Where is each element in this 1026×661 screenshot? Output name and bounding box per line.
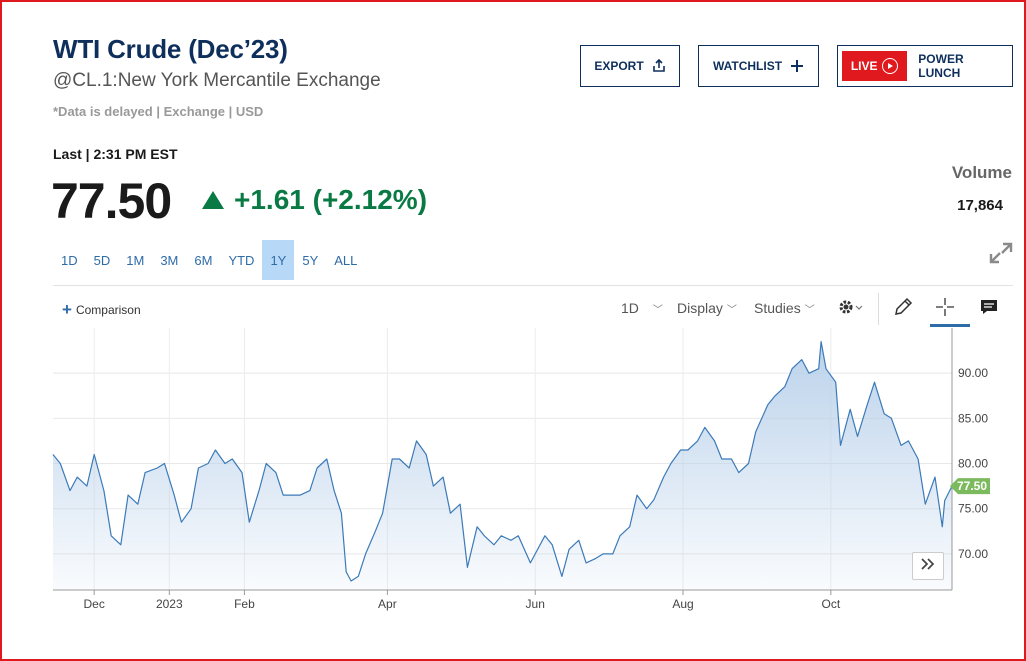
chevron-down-icon: ﹀ [726, 304, 737, 316]
export-label: EXPORT [594, 59, 644, 73]
toolbar-divider [53, 285, 1013, 286]
chevron-down-icon: ﹀ [652, 304, 663, 316]
exchange-subtitle: @CL.1:New York Mercantile Exchange [53, 70, 381, 91]
range-5y[interactable]: 5Y [302, 252, 319, 268]
expand-icon[interactable] [987, 240, 1015, 266]
export-button[interactable]: EXPORT [580, 45, 680, 87]
x-tick-label: Apr [378, 597, 397, 611]
volume-label: Volume [951, 163, 1012, 182]
volume-value: 17,864 [957, 197, 1003, 214]
x-tick-label: Aug [672, 597, 693, 611]
comparison-button[interactable]: + Comparison [62, 300, 141, 319]
active-tool-indicator [930, 324, 970, 327]
comparison-label: Comparison [75, 303, 141, 317]
up-arrow-icon [202, 191, 224, 209]
range-5d[interactable]: 5D [93, 252, 111, 268]
y-tick-label: 85.00 [958, 411, 988, 425]
range-1y[interactable]: 1Y [262, 240, 295, 280]
toolbar-separator [878, 293, 879, 325]
share-icon [652, 59, 666, 73]
chevron-down-icon: ﹀ [804, 304, 815, 316]
last-time: Last | 2:31 PM EST [53, 146, 178, 162]
pencil-icon[interactable] [891, 296, 915, 318]
x-tick-label: Oct [822, 597, 841, 611]
display-label: Display [677, 300, 723, 316]
live-show-name: POWER LUNCH [918, 52, 964, 80]
last-value-label: 77.50 [957, 479, 987, 493]
change-value: +1.61 (+2.12%) [234, 184, 428, 215]
y-tick-label: 80.00 [958, 457, 988, 471]
interval-label: 1D [621, 300, 639, 316]
range-ytd[interactable]: YTD [228, 252, 255, 268]
comment-icon[interactable] [977, 296, 1001, 318]
x-tick-label: 2023 [156, 597, 183, 611]
plus-icon [790, 59, 804, 73]
play-icon [882, 58, 899, 74]
scroll-forward-button[interactable] [912, 552, 944, 580]
delayed-note: *Data is delayed | Exchange | USD [53, 104, 264, 119]
x-tick-label: Dec [84, 597, 105, 611]
price-change: +1.61 (+2.12%) [202, 184, 427, 216]
studies-dropdown[interactable]: Studies ﹀ [754, 300, 815, 316]
watchlist-label: WATCHLIST [712, 59, 783, 73]
y-tick-label: 90.00 [958, 366, 988, 380]
range-selector: 1D 5D 1M 3M 6M YTD 1Y 5Y ALL [53, 240, 365, 280]
y-tick-label: 75.00 [958, 502, 988, 516]
range-1m[interactable]: 1M [126, 252, 145, 268]
display-dropdown[interactable]: Display ﹀ [677, 300, 737, 316]
live-label: LIVE [850, 59, 878, 73]
range-all[interactable]: ALL [334, 252, 358, 268]
interval-dropdown[interactable]: 1D ﹀ [621, 300, 663, 316]
y-tick-label: 70.00 [958, 547, 988, 561]
range-6m[interactable]: 6M [194, 252, 213, 268]
last-value-tag [950, 478, 990, 495]
x-tick-label: Feb [234, 597, 255, 611]
live-badge: LIVE [842, 51, 908, 81]
range-1d[interactable]: 1D [61, 252, 78, 268]
last-price: 77.50 [51, 173, 172, 229]
crosshair-icon[interactable] [933, 296, 957, 318]
instrument-title: WTI Crude (Dec’23) [53, 34, 288, 64]
settings-gear-icon[interactable] [836, 296, 866, 318]
price-area-fill [53, 341, 952, 590]
watchlist-button[interactable]: WATCHLIST [698, 45, 819, 87]
price-line [52, 341, 953, 582]
plus-icon: + [62, 300, 72, 319]
x-tick-label: Jun [526, 597, 545, 611]
range-3m[interactable]: 3M [160, 252, 179, 268]
studies-label: Studies [754, 300, 801, 316]
live-tv-button[interactable]: LIVE POWER LUNCH [837, 45, 1013, 87]
double-chevron-right-icon [920, 557, 936, 576]
